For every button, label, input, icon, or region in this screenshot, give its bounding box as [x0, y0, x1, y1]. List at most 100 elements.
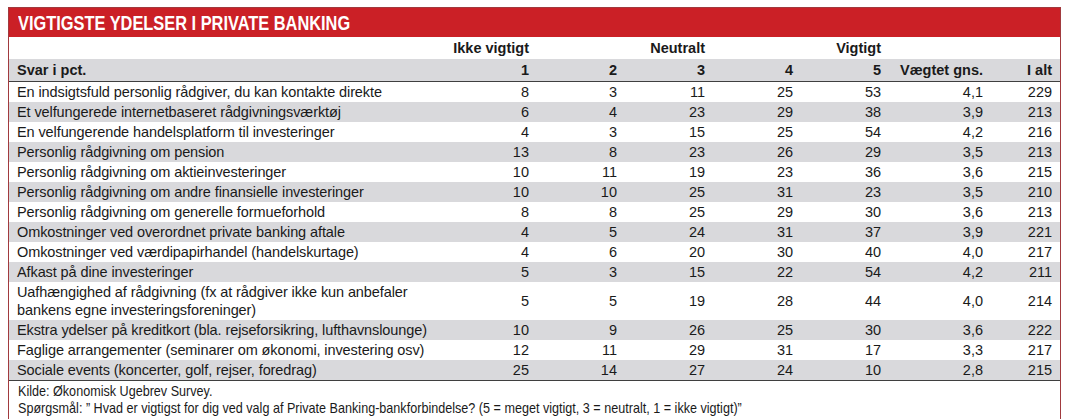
- row-value: 19: [625, 162, 713, 182]
- row-value: 10: [801, 360, 889, 380]
- column-header-svar-i-pct: Svar i pct.: [9, 59, 449, 82]
- table-row: Personlig rådgivning om pension138232629…: [9, 142, 1060, 162]
- group-header-vigtigt: Vigtigt: [713, 37, 889, 59]
- table-title: VIGTIGSTE YDELSER I PRIVATE BANKING: [18, 11, 350, 35]
- row-label: Omkostninger ved værdipapirhandel (hande…: [9, 242, 449, 262]
- group-header-ikke-vigtigt: Ikke vigtigt: [9, 37, 537, 59]
- row-value: 31: [713, 340, 801, 360]
- title-banner: VIGTIGSTE YDELSER I PRIVATE BANKING: [9, 8, 1060, 37]
- survey-results-table: Ikke vigtigt Neutralt Vigtigt Svar i pct…: [9, 37, 1060, 380]
- row-value: 23: [801, 182, 889, 202]
- figure-page: VIGTIGSTE YDELSER I PRIVATE BANKING Ikke…: [0, 0, 1069, 419]
- row-label: Ekstra ydelser på kreditkort (bla. rejse…: [9, 320, 449, 340]
- row-value: 4,0: [889, 282, 991, 320]
- row-value: 29: [801, 142, 889, 162]
- row-value: 10: [449, 182, 537, 202]
- table-row: En indsigtsfuld personlig rådgiver, du k…: [9, 82, 1060, 103]
- row-label: En indsigtsfuld personlig rådgiver, du k…: [9, 82, 449, 103]
- row-value: 5: [537, 282, 625, 320]
- column-header-row: Svar i pct. 1 2 3 4 5 Vægtet gns. I alt: [9, 59, 1060, 82]
- row-value: 30: [801, 202, 889, 222]
- row-value: 4,2: [889, 122, 991, 142]
- row-value: 14: [537, 360, 625, 380]
- row-value: 54: [801, 122, 889, 142]
- table-footer: Kilde: Økonomisk Ugebrev Survey. Spørgsm…: [9, 380, 1060, 419]
- table-row: Omkostninger ved overordnet private bank…: [9, 222, 1060, 242]
- group-header-neutralt: Neutralt: [537, 37, 713, 59]
- row-value: 210: [991, 182, 1060, 202]
- row-value: 3: [537, 122, 625, 142]
- row-value: 17: [801, 340, 889, 360]
- table-row: Afkast på dine investeringer531522544,22…: [9, 262, 1060, 282]
- row-value: 5: [537, 222, 625, 242]
- row-value: 229: [991, 82, 1060, 103]
- row-value: 31: [713, 222, 801, 242]
- row-value: 8: [449, 82, 537, 103]
- row-value: 54: [801, 262, 889, 282]
- table-row: Personlig rådgivning om generelle formue…: [9, 202, 1060, 222]
- row-value: 8: [449, 202, 537, 222]
- column-header-4: 4: [713, 59, 801, 82]
- row-label: Faglige arrangementer (seminarer om økon…: [9, 340, 449, 360]
- row-value: 4: [537, 102, 625, 122]
- row-value: 29: [625, 340, 713, 360]
- row-value: 26: [713, 142, 801, 162]
- question-note: Spørgsmål: ” Hvad er vigtigst for dig ve…: [18, 400, 886, 417]
- row-value: 13: [449, 142, 537, 162]
- column-header-i-alt: I alt: [991, 59, 1060, 82]
- row-value: 19: [625, 282, 713, 320]
- row-value: 25: [713, 122, 801, 142]
- row-value: 3,6: [889, 162, 991, 182]
- row-value: 22: [713, 262, 801, 282]
- row-label: Uafhængighed af rådgivning (fx at rådgiv…: [9, 282, 449, 320]
- row-value: 36: [801, 162, 889, 182]
- row-value: 40: [801, 242, 889, 262]
- table-panel: VIGTIGSTE YDELSER I PRIVATE BANKING Ikke…: [8, 7, 1061, 419]
- row-value: 3,6: [889, 320, 991, 340]
- row-value: 28: [713, 282, 801, 320]
- row-value: 215: [991, 162, 1060, 182]
- row-value: 37: [801, 222, 889, 242]
- row-value: 4,2: [889, 262, 991, 282]
- table-row: Et velfungerede internetbaseret rådgivni…: [9, 102, 1060, 122]
- row-value: 214: [991, 282, 1060, 320]
- row-value: 24: [713, 360, 801, 380]
- row-value: 3,5: [889, 142, 991, 162]
- row-label: Afkast på dine investeringer: [9, 262, 449, 282]
- row-value: 217: [991, 340, 1060, 360]
- table-row: En velfungerende handelsplatform til inv…: [9, 122, 1060, 142]
- row-value: 8: [537, 142, 625, 162]
- row-value: 4,1: [889, 82, 991, 103]
- row-value: 53: [801, 82, 889, 103]
- row-value: 221: [991, 222, 1060, 242]
- row-value: 25: [713, 82, 801, 103]
- row-value: 30: [801, 320, 889, 340]
- table-row: Personlig rådgivning om andre finansiell…: [9, 182, 1060, 202]
- table-row: Uafhængighed af rådgivning (fx at rådgiv…: [9, 282, 1060, 320]
- row-label: Personlig rådgivning om andre finansiell…: [9, 182, 449, 202]
- column-header-2: 2: [537, 59, 625, 82]
- row-value: 217: [991, 242, 1060, 262]
- row-value: 25: [625, 202, 713, 222]
- row-value: 2,8: [889, 360, 991, 380]
- table-body: En indsigtsfuld personlig rådgiver, du k…: [9, 82, 1060, 381]
- group-header-spacer: [889, 37, 1060, 59]
- row-value: 29: [713, 202, 801, 222]
- row-value: 10: [537, 182, 625, 202]
- row-value: 9: [537, 320, 625, 340]
- row-value: 3,3: [889, 340, 991, 360]
- scale-group-header-row: Ikke vigtigt Neutralt Vigtigt: [9, 37, 1060, 59]
- row-value: 10: [449, 320, 537, 340]
- row-value: 25: [625, 182, 713, 202]
- row-value: 3,6: [889, 202, 991, 222]
- row-value: 211: [991, 262, 1060, 282]
- column-header-3: 3: [625, 59, 713, 82]
- row-value: 10: [449, 162, 537, 182]
- row-value: 213: [991, 202, 1060, 222]
- column-header-5: 5: [801, 59, 889, 82]
- row-value: 222: [991, 320, 1060, 340]
- row-value: 38: [801, 102, 889, 122]
- row-value: 5: [449, 262, 537, 282]
- row-value: 11: [537, 162, 625, 182]
- row-value: 6: [537, 242, 625, 262]
